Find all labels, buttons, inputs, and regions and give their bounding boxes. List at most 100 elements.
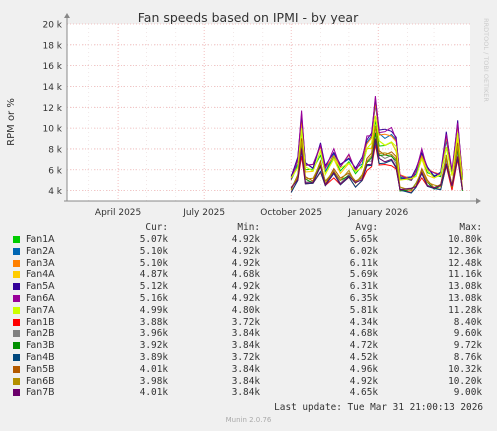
legend-avg: 6.31k [349, 281, 378, 293]
legend-series-name: Fan2A [26, 245, 55, 257]
legend-max: 10.32k [448, 363, 482, 375]
legend-cur: 4.99k [139, 304, 168, 316]
legend-series-name: Fan1A [26, 234, 55, 245]
legend-series-name: Fan4B [26, 351, 55, 363]
legend-swatch [13, 259, 20, 267]
legend-cur: 3.92k [139, 340, 168, 352]
legend-cur: 4.01k [139, 363, 168, 375]
chart-title: Fan speeds based on IPMI - by year [138, 10, 359, 25]
legend-min: 3.84k [231, 387, 260, 399]
legend-max: 10.80k [448, 234, 482, 245]
legend-row-fan7a: Fan7A 4.99k 4.80k 5.81k 11.28k [0, 305, 497, 317]
legend-min: 4.92k [231, 281, 260, 293]
series-line-fan6a [290, 95, 463, 181]
legend-min: 4.92k [231, 245, 260, 257]
legend-row-fan2a: Fan2A 5.10k 4.92k 6.02k 12.36k [0, 246, 497, 258]
legend-avg: 4.34k [349, 316, 378, 328]
legend-series-name: Fan6B [26, 375, 55, 387]
rrdtool-watermark: RRDTOOL / TOBI OETIKER [482, 18, 490, 102]
legend-max: 8.40k [453, 316, 482, 328]
series-line-fan7b [290, 138, 463, 191]
legend-row-fan1a: Fan1A 5.07k 4.92k 5.65k 10.80k [0, 234, 497, 246]
legend-row-fan5a: Fan5A 5.12k 4.92k 6.31k 13.08k [0, 281, 497, 293]
legend-avg: 6.02k [349, 245, 378, 257]
legend-cur: 5.12k [139, 281, 168, 293]
legend-avg: 5.81k [349, 304, 378, 316]
legend-cur: 5.07k [139, 234, 168, 245]
legend-swatch [13, 353, 20, 361]
x-tick-label: January 2026 [347, 208, 408, 218]
legend-min: 3.84k [231, 340, 260, 352]
legend-max: 9.60k [453, 328, 482, 340]
legend-max: 9.72k [453, 340, 482, 352]
legend-series-name: Fan3B [26, 340, 55, 352]
legend-avg: 4.65k [349, 387, 378, 399]
legend-cur: 5.16k [139, 292, 168, 304]
legend-min: 3.72k [231, 351, 260, 363]
legend-max: 11.16k [448, 269, 482, 281]
y-axis-arrow [64, 13, 70, 18]
legend-row-fan4a: Fan4A 4.87k 4.68k 5.69k 11.16k [0, 269, 497, 281]
legend-avg: 5.69k [349, 269, 378, 281]
legend-max: 10.20k [448, 375, 482, 387]
y-tick-label: 14 k [42, 83, 62, 93]
legend-cur: 4.87k [139, 269, 168, 281]
fan-speed-chart: Fan speeds based on IPMI - by year RPM o… [6, 10, 490, 218]
legend-cur: 5.10k [139, 245, 168, 257]
legend-row-fan3b: Fan3B 3.92k 3.84k 4.72k 9.72k [0, 340, 497, 352]
y-tick-label: 20 k [42, 21, 62, 31]
legend-min: 3.72k [231, 316, 260, 328]
x-tick-label: April 2025 [95, 208, 141, 218]
y-tick-label: 18 k [42, 41, 62, 51]
legend-swatch [13, 306, 20, 314]
legend-series-name: Fan5B [26, 363, 55, 375]
legend-cur: 5.10k [139, 257, 168, 269]
series-lines [290, 95, 463, 194]
legend-cur: 3.89k [139, 351, 168, 363]
legend-row-fan1b: Fan1B 3.88k 3.72k 4.34k 8.40k [0, 317, 497, 329]
legend-avg: 6.35k [349, 292, 378, 304]
legend-min: 3.84k [231, 328, 260, 340]
legend-max: 9.00k [453, 387, 482, 399]
legend-min: 4.68k [231, 269, 260, 281]
legend-avg: 4.72k [349, 340, 378, 352]
legend-max: 13.08k [448, 292, 482, 304]
legend-row-fan6b: Fan6B 3.98k 3.84k 4.92k 10.20k [0, 376, 497, 388]
legend-max: 13.08k [448, 281, 482, 293]
y-tick-labels: 4 k 6 k 8 k 10 k 12 k 14 k 16 k 18 k 20 k [42, 21, 62, 198]
legend-avg: 4.68k [349, 328, 378, 340]
y-axis-label: RPM or % [6, 98, 17, 146]
y-tick-label: 8 k [48, 145, 63, 155]
legend-row-fan5b: Fan5B 4.01k 3.84k 4.96k 10.32k [0, 364, 497, 376]
plot-area [67, 24, 470, 201]
legend-avg: 5.65k [349, 234, 378, 245]
legend-max: 8.76k [453, 351, 482, 363]
legend-cur: 4.01k [139, 387, 168, 399]
series-line-fan6b [290, 125, 463, 192]
legend-swatch [13, 389, 20, 397]
y-tick-label: 4 k [48, 187, 63, 197]
legend-series-name: Fan7A [26, 304, 55, 316]
legend-series-name: Fan4A [26, 269, 55, 281]
legend-series-name: Fan7B [26, 387, 55, 399]
axes [64, 13, 481, 204]
legend-swatch [13, 342, 20, 350]
legend-min: 4.92k [231, 257, 260, 269]
header-cur: Cur: [145, 222, 168, 233]
legend-cur: 3.88k [139, 316, 168, 328]
series-line-fan7a [290, 115, 463, 181]
legend-avg: 4.92k [349, 375, 378, 387]
x-tick-label: October 2025 [260, 208, 322, 218]
legend-rows: Fan1A 5.07k 4.92k 5.65k 10.80k Fan2A 5.10k 4.92… [0, 234, 497, 399]
header-max: Max: [459, 222, 482, 233]
legend-avg: 6.11k [349, 257, 378, 269]
legend-min: 4.92k [231, 234, 260, 245]
grid-lines [67, 23, 470, 201]
legend-swatch [13, 283, 20, 291]
x-tick-label: July 2025 [182, 208, 225, 218]
legend-series-name: Fan3A [26, 257, 55, 269]
legend-row-fan2b: Fan2B 3.96k 3.84k 4.68k 9.60k [0, 328, 497, 340]
legend-cur: 3.98k [139, 375, 168, 387]
legend-min: 3.84k [231, 375, 260, 387]
